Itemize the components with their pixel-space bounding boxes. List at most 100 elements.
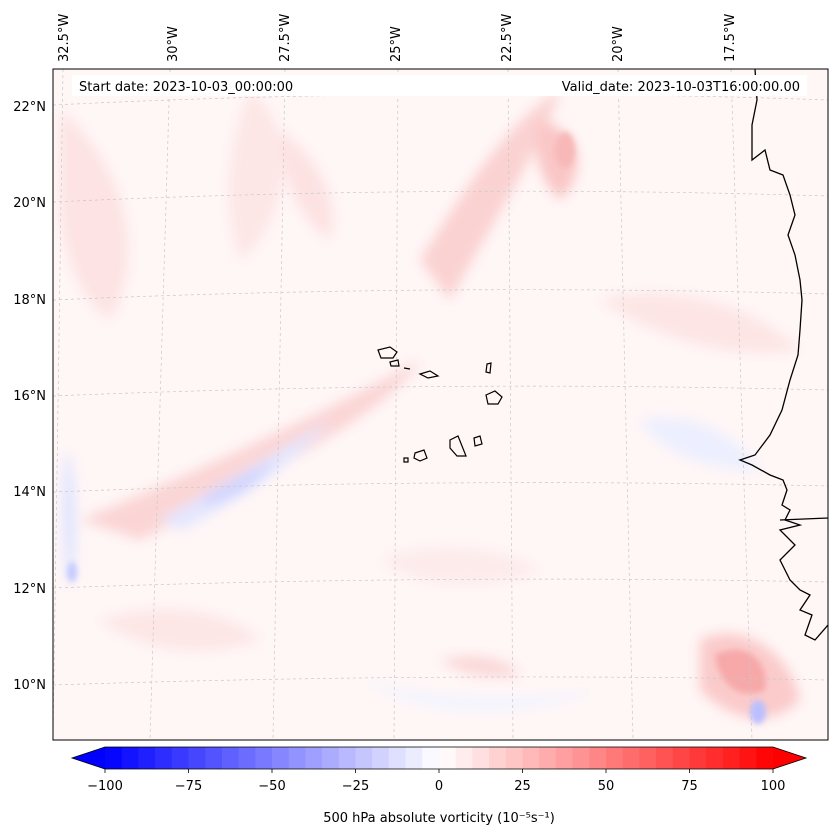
island-brava: [403, 457, 409, 463]
colorbar-cell: [639, 747, 657, 769]
lat-label-12n: 12°N: [13, 582, 46, 597]
colorbar-cell: [121, 747, 139, 769]
colorbar-label: 500 hPa absolute vorticity (10⁻⁵s⁻¹): [323, 811, 555, 826]
colorbar-cell: [422, 747, 440, 769]
colorbar-cells: [105, 747, 774, 769]
colorbar-cell: [589, 747, 607, 769]
valid-date-label: Valid_date: 2023-10-03T16:00:00.00: [562, 80, 800, 95]
island-santiago: [449, 435, 467, 457]
colorbar-cell: [221, 747, 239, 769]
colorbar-cell: [722, 747, 740, 769]
colorbar-cell: [489, 747, 507, 769]
colorbar-cell: [171, 747, 189, 769]
colorbar-cell: [555, 747, 573, 769]
colorbar-cell: [606, 747, 624, 769]
lon-label-27-5w: 27.5°W: [278, 14, 293, 62]
colorbar-cell: [372, 747, 390, 769]
longitude-labels: 32.5°W 30°W 27.5°W 25°W 22.5°W 20°W 17.5…: [57, 14, 738, 62]
lat-label-10n: 10°N: [13, 678, 46, 693]
graticule: [53, 69, 828, 740]
latitude-labels: 22°N 20°N 18°N 16°N 14°N 12°N 10°N: [13, 100, 46, 693]
colorbar-tick-label: 75: [681, 779, 698, 794]
vorticity-field: [53, 69, 828, 740]
meridian-27-5w: [272, 69, 286, 740]
colorbar-cell: [238, 747, 256, 769]
parallel-14n: [53, 482, 828, 493]
colorbar-cell: [288, 747, 306, 769]
colorbar-cell: [706, 747, 724, 769]
colorbar-cell: [138, 747, 156, 769]
parallel-16n: [53, 385, 828, 397]
colorbar-cell: [338, 747, 356, 769]
colorbar-tick-label: 100: [761, 779, 786, 794]
colorbar-cell: [439, 747, 457, 769]
colorbar-cell: [355, 747, 373, 769]
lat-label-18n: 18°N: [13, 293, 46, 308]
island-maio: [473, 435, 483, 447]
colorbar-cell: [405, 747, 423, 769]
colorbar-tick-label: −50: [258, 779, 285, 794]
colorbar-cell: [455, 747, 473, 769]
lat-label-14n: 14°N: [13, 485, 46, 500]
lon-label-20w: 20°W: [611, 26, 626, 62]
colorbar-cell: [205, 747, 223, 769]
island-sal: [485, 362, 492, 374]
lat-label-22n: 22°N: [13, 100, 46, 115]
colorbar-cell: [188, 747, 206, 769]
colorbar-cell: [672, 747, 690, 769]
island-santo-antao: [377, 346, 398, 359]
colorbar: −100 −75 −50 −25 0 25 50 75 100 500 hPa absolute…: [70, 746, 808, 826]
meridian-25w: [393, 69, 399, 740]
colorbar-cell: [255, 747, 273, 769]
colorbar-cell: [322, 747, 340, 769]
parallel-12n: [53, 578, 828, 589]
island-santa-luzia: [403, 367, 411, 370]
colorbar-cell: [739, 747, 757, 769]
meridian-32-5w: [53, 69, 64, 740]
colorbar-extend-low: [72, 747, 105, 769]
start-date-label: Start date: 2023-10-03_00:00:00: [79, 80, 293, 95]
parallel-20n: [53, 190, 828, 203]
map-frame: [52, 68, 829, 741]
lon-label-22-5w: 22.5°W: [500, 14, 515, 62]
lat-label-20n: 20°N: [13, 196, 46, 211]
lon-label-17-5w: 17.5°W: [723, 14, 738, 62]
meridian-30w: [149, 69, 171, 740]
colorbar-tick-label: −75: [175, 779, 202, 794]
colorbar-cell: [305, 747, 323, 769]
parallel-10n: [53, 676, 828, 686]
lon-label-25w: 25°W: [389, 26, 404, 62]
colorbar-cell: [656, 747, 674, 769]
meridian-20w: [617, 69, 634, 740]
coastlines: [738, 69, 828, 641]
meridian-17-5w: [730, 69, 753, 740]
west-africa-coast: [738, 69, 828, 641]
colorbar-tick-label: 0: [435, 779, 443, 794]
island-sao-nicolau: [418, 370, 440, 379]
colorbar-tick-label: 50: [598, 779, 615, 794]
colorbar-tick-label: 25: [514, 779, 531, 794]
colorbar-cell: [505, 747, 523, 769]
colorbar-extend-high: [773, 747, 806, 769]
gambia-estuary: [779, 517, 828, 521]
island-fogo: [413, 449, 428, 462]
colorbar-cell: [472, 747, 490, 769]
parallel-22n: [53, 93, 828, 106]
colorbar-cell: [539, 747, 557, 769]
vorticity-cores: [67, 132, 766, 724]
colorbar-ticks: −100 −75 −50 −25 0 25 50 75 100: [87, 769, 785, 794]
lon-label-32-5w: 32.5°W: [57, 14, 72, 62]
vorticity-blobs: [60, 90, 800, 719]
lat-label-16n: 16°N: [13, 389, 46, 404]
colorbar-cell: [756, 747, 774, 769]
colorbar-cell: [622, 747, 640, 769]
meridian-22-5w: [507, 69, 514, 740]
cape-verde-islands: [377, 346, 503, 463]
colorbar-tick-label: −100: [87, 779, 123, 794]
colorbar-cell: [522, 747, 540, 769]
colorbar-cell: [572, 747, 590, 769]
colorbar-cell: [155, 747, 173, 769]
colorbar-cell: [272, 747, 290, 769]
info-banner: [72, 75, 807, 96]
